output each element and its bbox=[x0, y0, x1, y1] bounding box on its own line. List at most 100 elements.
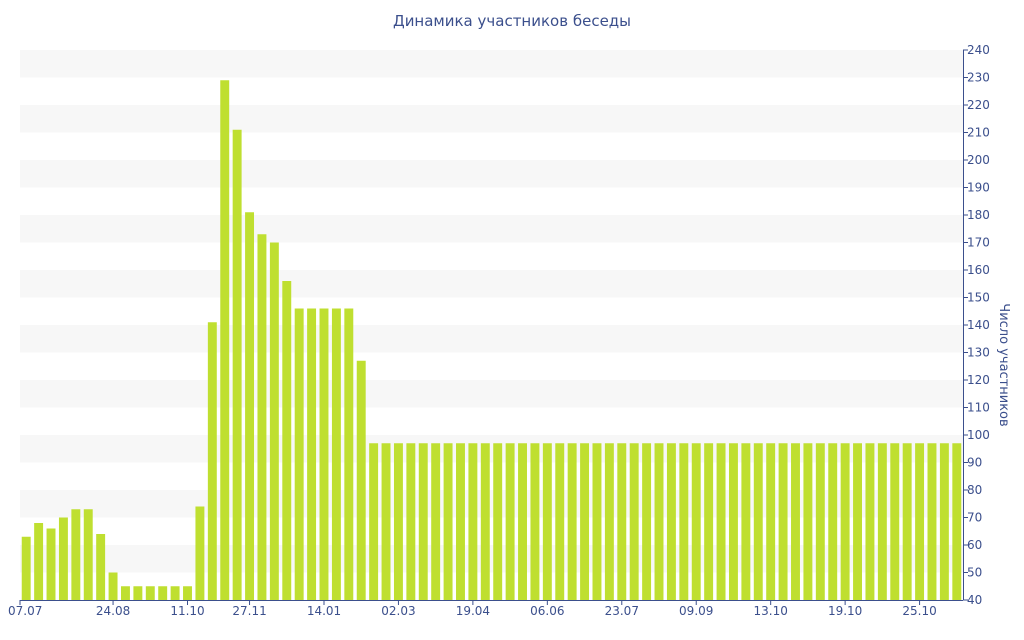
bar[interactable] bbox=[815, 443, 825, 600]
bar[interactable] bbox=[245, 212, 255, 600]
bar[interactable] bbox=[46, 528, 56, 601]
bar[interactable] bbox=[207, 322, 217, 600]
y-tick-label: 70 bbox=[967, 511, 982, 525]
bar[interactable] bbox=[580, 443, 590, 600]
bar[interactable] bbox=[96, 534, 106, 600]
bar[interactable] bbox=[282, 281, 292, 600]
y-tick-label: 80 bbox=[967, 483, 982, 497]
bar[interactable] bbox=[431, 443, 441, 600]
bar[interactable] bbox=[121, 586, 130, 600]
bar[interactable] bbox=[331, 308, 341, 601]
bar[interactable] bbox=[220, 80, 230, 600]
bar[interactable] bbox=[493, 443, 503, 600]
bar[interactable] bbox=[232, 129, 242, 600]
bar[interactable] bbox=[319, 308, 329, 601]
bar[interactable] bbox=[629, 443, 639, 600]
bar[interactable] bbox=[369, 443, 379, 600]
bar[interactable] bbox=[344, 308, 354, 601]
bar[interactable] bbox=[170, 586, 180, 600]
bar[interactable] bbox=[34, 523, 44, 600]
bars-group bbox=[21, 80, 962, 601]
bar[interactable] bbox=[195, 506, 205, 601]
bar[interactable] bbox=[803, 443, 813, 600]
bar[interactable] bbox=[294, 308, 304, 601]
bar[interactable] bbox=[83, 509, 93, 600]
bar[interactable] bbox=[58, 517, 68, 601]
bar[interactable] bbox=[741, 443, 751, 600]
x-tick-label: 14.01 bbox=[307, 604, 341, 618]
bar[interactable] bbox=[530, 443, 540, 600]
grid-band bbox=[20, 160, 963, 188]
bar[interactable] bbox=[443, 443, 453, 600]
bar[interactable] bbox=[642, 443, 652, 600]
bar[interactable] bbox=[865, 443, 875, 600]
bar[interactable] bbox=[518, 443, 527, 600]
bar[interactable] bbox=[952, 443, 962, 600]
bar[interactable] bbox=[753, 443, 763, 600]
y-tick-label: 160 bbox=[967, 263, 990, 277]
bar[interactable] bbox=[853, 443, 862, 600]
x-tick-label: 24.08 bbox=[96, 604, 130, 618]
bar[interactable] bbox=[791, 443, 800, 600]
x-tick-label: 19.10 bbox=[828, 604, 862, 618]
bar[interactable] bbox=[915, 443, 925, 600]
y-tick-label: 100 bbox=[967, 428, 990, 442]
x-tick-label: 19.04 bbox=[456, 604, 490, 618]
bar[interactable] bbox=[269, 242, 279, 601]
bar[interactable] bbox=[183, 586, 192, 600]
x-tick-label: 27.11 bbox=[232, 604, 266, 618]
y-tick-label: 50 bbox=[967, 566, 982, 580]
bar[interactable] bbox=[766, 443, 776, 600]
bar[interactable] bbox=[406, 443, 416, 600]
x-tick-label: 13.10 bbox=[753, 604, 787, 618]
y-tick-label: 170 bbox=[967, 236, 990, 250]
bar[interactable] bbox=[307, 308, 317, 601]
y-axis-title: Число участников bbox=[996, 303, 1011, 426]
bar[interactable] bbox=[679, 443, 689, 600]
bar[interactable] bbox=[567, 443, 577, 600]
bar[interactable] bbox=[468, 443, 478, 600]
bar[interactable] bbox=[890, 443, 900, 600]
bar[interactable] bbox=[704, 443, 714, 600]
bar[interactable] bbox=[381, 443, 391, 600]
bar[interactable] bbox=[555, 443, 565, 600]
bar[interactable] bbox=[716, 443, 726, 600]
bar[interactable] bbox=[108, 572, 118, 601]
bar[interactable] bbox=[666, 443, 676, 600]
bar[interactable] bbox=[158, 586, 168, 600]
bar[interactable] bbox=[840, 443, 850, 600]
bar[interactable] bbox=[418, 443, 428, 600]
bar[interactable] bbox=[542, 443, 552, 600]
bar[interactable] bbox=[778, 443, 788, 600]
bar[interactable] bbox=[505, 443, 515, 600]
y-tick-label: 230 bbox=[967, 71, 990, 85]
y-tick-label: 210 bbox=[967, 126, 990, 140]
bar[interactable] bbox=[939, 443, 949, 600]
bar[interactable] bbox=[902, 443, 912, 600]
bar[interactable] bbox=[592, 443, 602, 600]
bar[interactable] bbox=[654, 443, 664, 600]
x-tick-label: 07.07 bbox=[8, 604, 42, 618]
bar[interactable] bbox=[877, 443, 887, 600]
bar[interactable] bbox=[133, 586, 143, 600]
bar[interactable] bbox=[691, 443, 701, 600]
x-tick-label: 25.10 bbox=[902, 604, 936, 618]
y-tick-label: 90 bbox=[967, 456, 982, 470]
bar[interactable] bbox=[257, 234, 267, 600]
bar[interactable] bbox=[728, 443, 738, 600]
y-tick-label: 110 bbox=[967, 401, 990, 415]
bar[interactable] bbox=[356, 360, 366, 600]
bar[interactable] bbox=[480, 443, 490, 600]
bar[interactable] bbox=[393, 443, 403, 600]
bar[interactable] bbox=[21, 536, 31, 600]
bar[interactable] bbox=[71, 509, 81, 600]
bar[interactable] bbox=[927, 443, 937, 600]
y-tick-label: 60 bbox=[967, 538, 982, 552]
bar[interactable] bbox=[604, 443, 614, 600]
bar[interactable] bbox=[828, 443, 838, 600]
bar[interactable] bbox=[456, 443, 465, 600]
bar[interactable] bbox=[617, 443, 627, 600]
bar[interactable] bbox=[145, 586, 155, 600]
y-axis: 40 50 60 70 80 90 100 110 120 130 140 150 160 170 180 1… bbox=[963, 43, 990, 607]
x-tick-label: 06.06 bbox=[530, 604, 564, 618]
